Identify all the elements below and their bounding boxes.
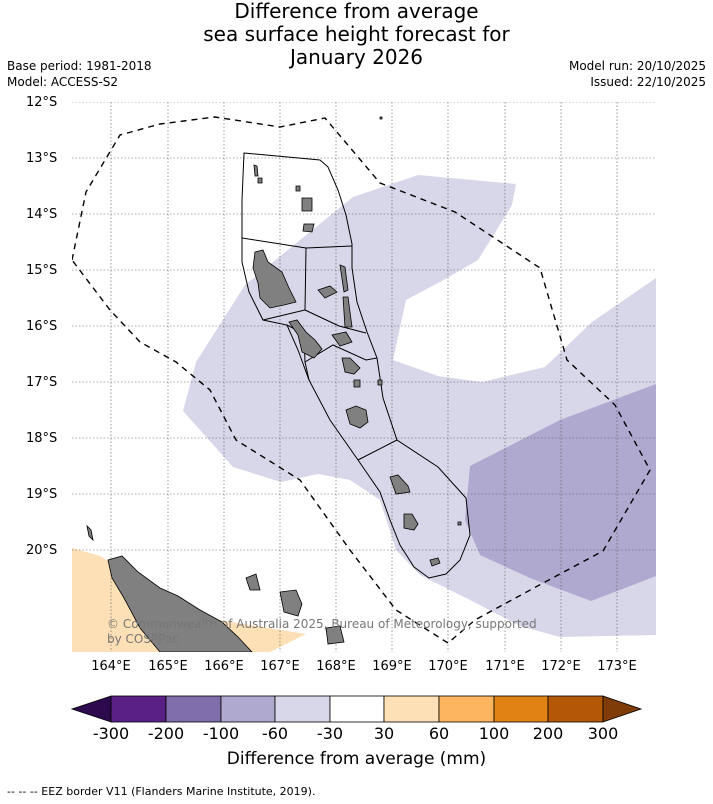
island-small-2 [457, 521, 462, 526]
issued-date: Issued: 22/10/2025 [590, 75, 706, 89]
lat-label-19s: 19°S [26, 487, 58, 502]
lon-label-164e: 164°E [91, 659, 131, 674]
island-maewo [339, 264, 349, 293]
colorbar-bin-2 [165, 695, 222, 723]
island-erromango [389, 474, 411, 495]
colorbar-title: Difference from average (mm) [226, 749, 487, 769]
island-small-1 [377, 379, 383, 386]
colorbar-tick-9: 200 [532, 724, 564, 743]
colorbar [70, 695, 643, 723]
island-torres [253, 164, 259, 177]
lat-label-14s: 14°S [26, 207, 58, 222]
meta-right: Model run: 20/10/2025 Issued: 22/10/2025 [569, 58, 706, 90]
lat-label-12s: 12°S [26, 95, 58, 110]
island-ambrym [331, 331, 353, 347]
island-espiritu-santo [252, 249, 297, 309]
colorbar-tick-2: -200 [147, 724, 185, 743]
colorbar-bin-6 [383, 695, 440, 723]
lon-label-167e: 167°E [260, 659, 300, 674]
lat-label-20s: 20°S [26, 543, 58, 558]
title-line-1: Difference from average [234, 0, 479, 23]
colorbar-tick-4: -60 [261, 724, 289, 743]
colorbar-tick-3: -100 [202, 724, 240, 743]
lat-label-13s: 13°S [26, 151, 58, 166]
lon-label-172e: 172°E [541, 659, 581, 674]
lon-label-168e: 168°E [316, 659, 356, 674]
island-tanna [403, 513, 419, 531]
colorbar-tick-7: 60 [428, 724, 450, 743]
lat-label-15s: 15°S [26, 263, 58, 278]
island-merelava [302, 223, 315, 233]
eez-border [72, 116, 651, 644]
island-malakula [288, 319, 323, 359]
island-ureparapara [295, 185, 301, 192]
model-name: Model: ACCESS-S2 [7, 75, 119, 89]
title-line-2: sea surface height forecast for [203, 22, 510, 46]
island-pentecost [342, 296, 353, 328]
island-vanua-lava [257, 177, 263, 184]
map-panel [72, 102, 656, 652]
island-gaua [301, 197, 313, 212]
island-belep [86, 524, 94, 542]
copyright-line-2: by COSPPac [107, 632, 179, 646]
colorbar-bin-3 [220, 695, 276, 723]
islands [252, 116, 462, 567]
lon-label-165e: 165°E [148, 659, 188, 674]
colorbar-tick-6: 30 [373, 724, 395, 743]
map-title: Difference from average sea surface heig… [0, 0, 713, 69]
eez-legend-note: -- -- -- EEZ border V11 (Flanders Marine… [7, 785, 316, 798]
island-lifou [279, 589, 303, 617]
colorbar-tick-1: -300 [92, 724, 130, 743]
lat-label-17s: 17°S [26, 375, 58, 390]
colorbar-bin-4 [274, 695, 331, 723]
lat-label-16s: 16°S [26, 319, 58, 334]
colorbar-bin-7 [438, 695, 495, 723]
island-mare [325, 625, 345, 645]
lon-label-170e: 170°E [428, 659, 468, 674]
island-ouvea [245, 573, 261, 591]
lon-label-169e: 169°E [372, 659, 412, 674]
colorbar-tick-5: -30 [316, 724, 344, 743]
lon-label-171e: 171°E [485, 659, 525, 674]
anomaly-region-plus30 [72, 548, 306, 652]
island-efate [345, 405, 369, 429]
island-hunter [379, 116, 383, 120]
model-run: Model run: 20/10/2025 [568, 59, 706, 73]
copyright-notice: © Commonwealth of Australia 2025, Bureau… [107, 617, 537, 647]
island-epi [341, 357, 361, 375]
copyright-line-1: © Commonwealth of Australia 2025, Bureau… [107, 617, 537, 631]
colorbar-bin-1 [110, 695, 167, 723]
island-ambae [317, 285, 338, 299]
colorbar-tick-8: 100 [478, 724, 510, 743]
colorbar-arrow-left [70, 695, 112, 723]
graticule [72, 102, 656, 652]
colorbar-bin-8 [493, 695, 549, 723]
island-grande-terre [107, 555, 253, 652]
lon-label-166e: 166°E [204, 659, 244, 674]
new-caledonia [86, 524, 345, 652]
province-boundaries [241, 152, 471, 579]
colorbar-arrow-right [602, 695, 643, 723]
lat-label-18s: 18°S [26, 431, 58, 446]
colorbar-bin-5 [329, 695, 385, 723]
colorbar-tick-10: 300 [587, 724, 619, 743]
island-tongoa [353, 379, 361, 388]
title-line-3: January 2026 [289, 45, 424, 69]
island-aneityum [429, 557, 441, 567]
meta-left: Base period: 1981-2018 Model: ACCESS-S2 [7, 58, 152, 90]
colorbar-bin-9 [547, 695, 604, 723]
base-period: Base period: 1981-2018 [7, 59, 152, 73]
lon-label-173e: 173°E [597, 659, 637, 674]
